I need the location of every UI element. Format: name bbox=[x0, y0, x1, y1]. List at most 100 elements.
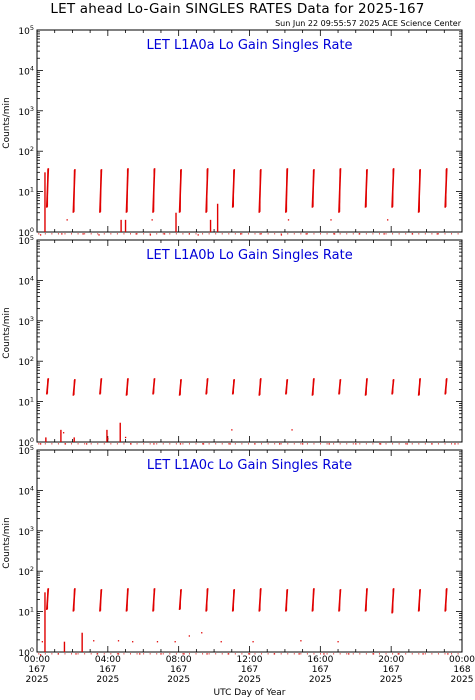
data-point bbox=[149, 233, 151, 235]
data-point bbox=[123, 653, 125, 655]
data-point bbox=[359, 653, 361, 655]
panel-title: LET L1A0c Lo Gain Singles Rate bbox=[147, 458, 352, 473]
data-point bbox=[352, 653, 354, 655]
data-point bbox=[287, 219, 290, 221]
data-point bbox=[298, 653, 300, 655]
data-point bbox=[221, 233, 223, 235]
data-point bbox=[51, 443, 53, 445]
data-point bbox=[41, 641, 44, 643]
data-point bbox=[162, 653, 164, 655]
data-point bbox=[103, 233, 105, 235]
data-point bbox=[378, 233, 380, 235]
page-title: LET ahead Lo-Gain SINGLES RATES Data for… bbox=[50, 1, 425, 17]
data-point bbox=[71, 653, 73, 655]
data-point bbox=[372, 233, 374, 235]
data-point bbox=[116, 443, 118, 445]
data-point bbox=[229, 443, 231, 445]
data-point bbox=[208, 653, 210, 655]
data-point bbox=[103, 443, 105, 445]
data-point bbox=[241, 443, 243, 445]
data-point bbox=[320, 443, 322, 445]
data-point bbox=[85, 443, 88, 445]
data-point bbox=[61, 233, 63, 235]
data-point bbox=[179, 443, 182, 445]
data-point bbox=[64, 653, 66, 655]
data-point bbox=[352, 443, 354, 445]
data-point bbox=[77, 443, 79, 445]
y-tick-label: 101 bbox=[18, 186, 34, 199]
data-point bbox=[261, 233, 263, 235]
y-tick-label: 104 bbox=[18, 484, 34, 497]
data-point bbox=[359, 233, 361, 235]
data-point bbox=[188, 653, 190, 655]
data-point bbox=[39, 443, 42, 445]
data-point bbox=[254, 443, 256, 445]
x-tick-label: 2025 bbox=[96, 675, 119, 685]
data-point bbox=[454, 443, 456, 445]
y-tick-label: 102 bbox=[18, 145, 34, 158]
data-point bbox=[326, 653, 328, 655]
data-point bbox=[346, 653, 348, 655]
x-tick-label: 08:00 bbox=[166, 655, 192, 665]
data-point bbox=[130, 653, 131, 655]
data-point bbox=[431, 653, 433, 655]
data-point bbox=[346, 233, 348, 235]
data-point bbox=[267, 653, 269, 655]
plot-frame-2 bbox=[36, 239, 463, 443]
data-point bbox=[156, 641, 159, 643]
data-point bbox=[431, 233, 433, 235]
data-point bbox=[117, 653, 120, 655]
data-point bbox=[38, 443, 40, 445]
data-point bbox=[378, 443, 380, 445]
data-point bbox=[130, 233, 131, 235]
data-point bbox=[64, 233, 66, 235]
x-tick-label: 167 bbox=[383, 665, 400, 675]
data-point bbox=[44, 443, 46, 445]
data-point bbox=[326, 443, 328, 445]
data-point bbox=[280, 234, 283, 236]
y-tick-label: 101 bbox=[18, 396, 34, 409]
data-point bbox=[320, 653, 322, 655]
data-point bbox=[241, 233, 243, 235]
y-tick-label: 101 bbox=[18, 606, 34, 619]
data-point bbox=[424, 233, 426, 235]
data-point bbox=[136, 653, 138, 655]
data-point bbox=[451, 653, 453, 655]
data-point bbox=[339, 443, 341, 445]
data-point bbox=[346, 443, 348, 445]
data-point bbox=[287, 443, 289, 445]
data-point bbox=[202, 233, 204, 235]
data-point bbox=[77, 653, 79, 655]
data-point bbox=[437, 443, 439, 445]
data-point bbox=[279, 443, 281, 445]
data-point bbox=[149, 653, 151, 655]
x-tick-label: 167 bbox=[170, 665, 187, 675]
data-point bbox=[405, 653, 407, 655]
data-point bbox=[411, 233, 413, 235]
data-point bbox=[365, 233, 367, 235]
data-point bbox=[397, 653, 399, 655]
data-point bbox=[411, 443, 413, 445]
data-point bbox=[398, 653, 400, 655]
data-point bbox=[300, 233, 302, 235]
data-point bbox=[195, 233, 197, 235]
data-point bbox=[300, 443, 302, 445]
data-point bbox=[84, 443, 86, 445]
data-point bbox=[156, 443, 158, 445]
data-point bbox=[330, 219, 332, 221]
data-point bbox=[62, 432, 65, 434]
data-point bbox=[378, 653, 380, 655]
data-point bbox=[90, 233, 92, 235]
x-tick-label: 2025 bbox=[167, 675, 190, 685]
data-point bbox=[162, 443, 164, 445]
data-point bbox=[169, 443, 171, 445]
x-tick-label: 168 bbox=[453, 665, 470, 675]
data-point bbox=[444, 233, 446, 235]
data-point bbox=[451, 233, 453, 235]
data-point bbox=[241, 653, 243, 655]
data-point bbox=[337, 641, 339, 643]
data-point bbox=[372, 653, 375, 655]
data-point bbox=[431, 443, 433, 445]
data-point bbox=[457, 443, 459, 445]
data-point bbox=[405, 233, 407, 235]
